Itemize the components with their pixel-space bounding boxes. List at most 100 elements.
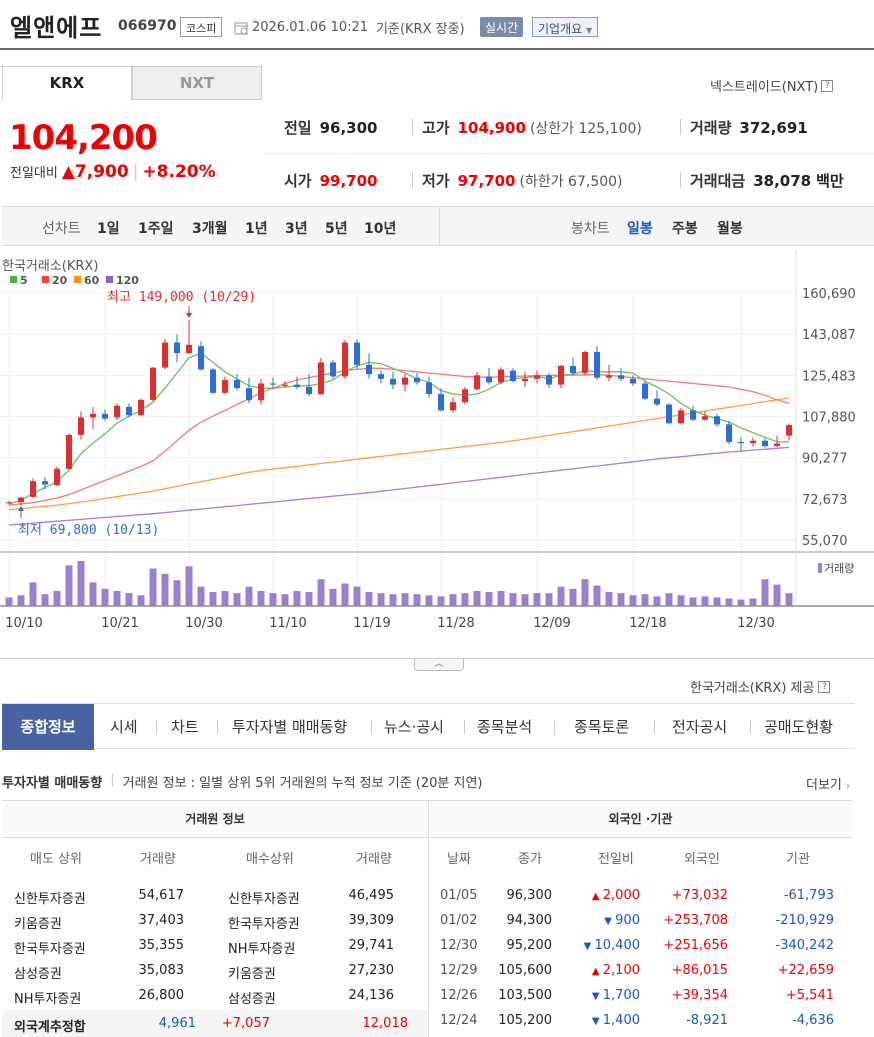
down-triangle-icon: ▼ [591,991,603,1002]
stock-header: 엘앤에프 066970 코스피 2026.01.06 10:21 기준(KRX … [0,0,874,50]
period-1d[interactable]: 1일 [97,221,120,237]
period-3m[interactable]: 3개월 [192,221,228,237]
open-value: 99,700 [319,172,378,190]
foreign-row-close: 105,600 [498,963,552,978]
quote-time: 2026.01.06 10:21 기준(KRX 장중) [234,18,465,37]
legend-label: 20 [52,274,68,287]
candle-weekly[interactable]: 주봉 [672,221,698,237]
quote-low: 저가 97,700 (하한가 67,500) [422,170,623,191]
high-label: 고가 [422,119,450,137]
volume-bar [365,592,373,606]
candle-daily[interactable]: 일봉 [627,221,653,237]
candle-body [522,378,528,382]
tab-investor[interactable]: 투자자별 매매동향 [232,718,348,736]
tab-price[interactable]: 시세 [110,718,138,736]
candle-monthly[interactable]: 월봉 [717,221,743,237]
y-tick-label: 55,070 [802,534,848,549]
volume-bar [101,588,109,606]
volume-bar [545,593,553,606]
x-tick-label: 11/10 [269,616,306,631]
foreign-row-date: 01/02 [440,913,478,928]
realtime-button[interactable]: 실시간 [480,17,524,37]
more-link[interactable]: 더보기 › [806,774,850,793]
tab-overview[interactable]: 종합정보 [2,704,94,750]
section-sep: | [110,772,115,787]
candle-body [426,382,432,395]
candle-body [474,375,480,390]
foreign-row-foreign: +86,015 [671,963,728,978]
high-value: 104,900 [457,119,526,137]
company-overview-button[interactable]: 기업개요 ▼ [532,17,599,37]
volume-bar [665,593,673,606]
period-5y[interactable]: 5년 [325,221,348,237]
amount-value: 38,078 [753,172,812,190]
sell-volume: 35,083 [138,963,185,978]
x-tick-label: 12/30 [737,616,774,631]
help-icon[interactable]: ? [818,680,831,693]
period-bar: 선차트 1일 1주일 3개월 1년 3년 5년 10년 봉차트 일봉 주봉 월봉 [2,206,874,246]
tab-chart[interactable]: 차트 [171,718,199,736]
collapse-chart-button[interactable]: ︿ [414,659,464,671]
volume-value: 372,691 [739,119,808,137]
tab-krx[interactable]: KRX [2,66,132,100]
candle-body [642,383,648,399]
period-10y[interactable]: 10년 [364,221,397,237]
prev-label: 전일 [284,119,312,137]
down-triangle-icon: ▼ [583,941,595,952]
diff-value: 1,400 [602,1013,640,1028]
y-tick-label: 72,673 [802,493,848,508]
quote-amount: 거래대금 38,078 백만 [690,170,844,191]
broker-col-header: 거래량 [140,852,176,867]
tab-discussion[interactable]: 종목토론 [574,718,630,736]
volume-bar [65,565,73,606]
tab-analysis[interactable]: 종목분석 [477,718,533,736]
clock-icon [234,22,248,34]
candle-body [558,365,564,385]
candle-body [126,406,132,416]
volume-label: 거래량 [690,119,732,137]
change-amount: 7,900 [74,162,129,182]
main-tabs: 종합정보 시세 차트 투자자별 매매동향 뉴스·공시 종목분석 종목토론 전자공… [2,703,854,750]
volume-legend-swatch [818,563,822,573]
quote-prev: 전일 96,300 [284,117,378,138]
volume-bar [641,594,649,606]
tab-sep [750,720,751,734]
tab-news[interactable]: 뉴스·공시 [384,718,444,736]
foreign-col-header: 외국인 [684,852,720,867]
foreign-row-date: 01/05 [440,888,478,903]
legend-label: 5 [20,274,28,287]
quote-open: 시가 99,700 [284,170,378,191]
chart-source-label: 한국거래소(KRX) [2,259,98,274]
candle-body [366,364,372,375]
help-icon[interactable]: ? [821,79,834,92]
tab-nxt[interactable]: NXT [132,66,262,100]
volume-bar [125,593,133,606]
period-1y[interactable]: 1년 [245,221,268,237]
candle-body [546,375,552,385]
nextrade-link[interactable]: 넥스트레이드(NXT) ? [710,76,834,95]
volume-bar [173,580,181,606]
candle-body [402,377,408,385]
candle-chart-label: 봉차트 [571,221,610,237]
period-1w[interactable]: 1주일 [138,221,174,237]
diff-value: 2,000 [602,888,640,903]
volume-bar [233,593,241,606]
tab-short-selling[interactable]: 공매도현황 [764,718,834,736]
y-tick-label: 143,087 [802,328,856,343]
chart-bottom-divider [0,658,874,659]
open-label: 시가 [284,172,312,190]
period-3y[interactable]: 3년 [285,221,308,237]
foreign-row-inst: -61,793 [783,888,834,903]
buy-volume: 27,230 [348,963,395,978]
candle-body [246,388,252,401]
x-tick-label: 11/28 [437,616,474,631]
legend-swatch [10,276,17,283]
candle-body [654,398,660,405]
tab-disclosure[interactable]: 전자공시 [672,718,728,736]
chevron-up-icon: ︿ [434,659,444,669]
diff-value: 2,100 [602,963,640,978]
foreign-row-date: 12/29 [440,963,478,978]
candle-body [486,376,492,383]
buy-broker-name: 삼성증권 [228,992,276,1007]
price-chart[interactable]: 160,690 143,087 125,483 107,880 90,277 72,673… [0,250,874,660]
